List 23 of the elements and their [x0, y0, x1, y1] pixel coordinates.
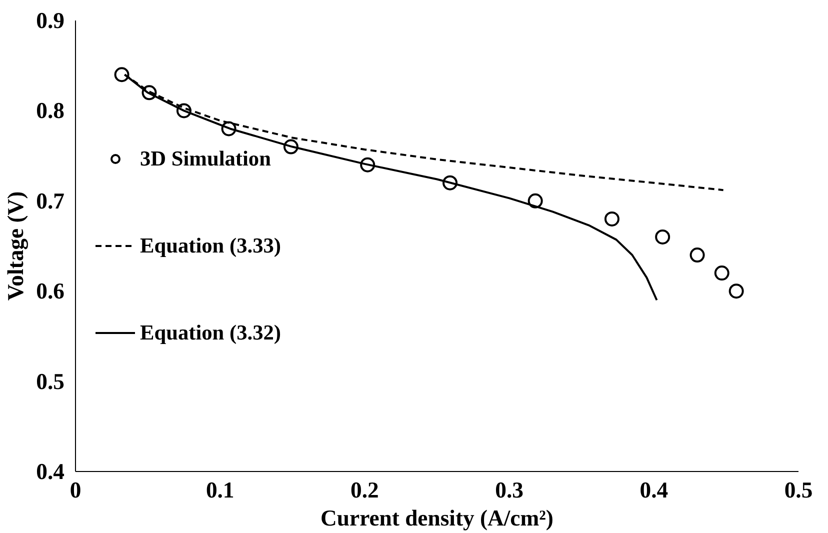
x-tick-label: 0.1 — [206, 478, 234, 502]
y-axis-title: Voltage (V) — [3, 191, 28, 301]
x-tick-label: 0.4 — [640, 478, 668, 502]
y-tick-label: 0.8 — [36, 98, 65, 124]
legend-label: Equation (3.32) — [140, 320, 282, 345]
point — [655, 229, 670, 244]
point — [728, 284, 744, 299]
y-tick-label: 0.4 — [36, 459, 65, 484]
point — [714, 266, 730, 281]
x-tick-label: 0.2 — [350, 478, 379, 502]
point — [690, 248, 705, 263]
y-tick-label: 0.5 — [36, 368, 65, 394]
legend-label: 3D Simulation — [140, 146, 271, 171]
point — [604, 211, 620, 226]
y-tick-label: 0.6 — [36, 278, 65, 304]
x-tick-label: 0.3 — [495, 478, 524, 502]
x-tick-label: 0.5 — [784, 478, 813, 502]
y-tick-label: 0.9 — [36, 8, 65, 33]
x-axis-title: Current density (A/cm²) — [320, 506, 554, 530]
x-tick-label: 0 — [70, 478, 82, 502]
legend-label: Equation (3.33) — [140, 233, 282, 258]
y-tick-label: 0.7 — [36, 188, 65, 214]
point — [114, 67, 130, 82]
